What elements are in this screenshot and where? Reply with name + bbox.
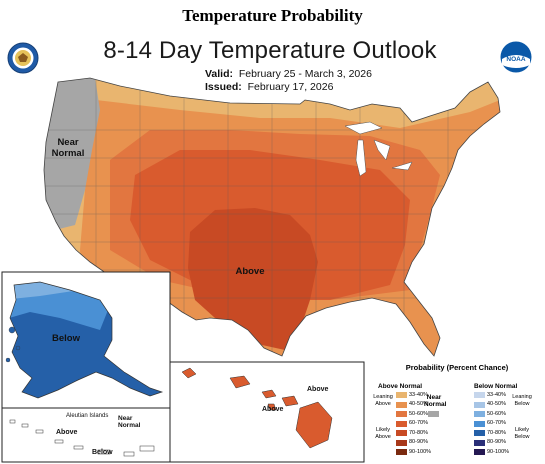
legend-above-label-3: 60-70% <box>409 420 428 426</box>
legend-above-swatch-6 <box>396 449 407 455</box>
legend-below-label-0: 33-40% <box>487 391 506 398</box>
aleutian-islands-label: Aleutian Islands <box>66 413 109 419</box>
legend-below-label-1: 40-50% <box>487 401 506 407</box>
legend-below-swatch-5 <box>474 439 485 446</box>
legend-above-swatch-1 <box>396 401 407 408</box>
legend-below-swatch-6 <box>474 449 485 455</box>
legend-below-label-2: 50-60% <box>487 410 506 417</box>
below-aleutians-label: Below <box>92 449 113 456</box>
legend-above-header: Above Normal <box>378 383 423 390</box>
legend-likely-above: Likely Above <box>375 427 391 440</box>
legend: Probability (Percent Chance) Above Norma… <box>372 363 542 461</box>
legend-below-swatch-2 <box>474 411 485 417</box>
issued-line: Issued: February 17, 2026 <box>205 81 333 93</box>
valid-dates: February 25 - March 3, 2026 <box>238 68 372 80</box>
above-hawaii-label-1: Above <box>307 386 329 393</box>
legend-below-header: Below Normal <box>474 383 518 390</box>
alaska-inset <box>1 271 171 409</box>
below-alaska-label: Below <box>52 333 80 344</box>
near-normal-conus-label: Near Normal <box>51 137 85 159</box>
map-title: 8-14 Day Temperature Outlook <box>103 37 437 64</box>
legend-above-swatch-2 <box>396 411 407 417</box>
legend-above-swatch-3 <box>396 420 407 427</box>
legend-near-swatch <box>428 411 439 417</box>
legend-below-swatch-1 <box>474 401 485 408</box>
legend-above-label-0: 33-40% <box>409 391 428 398</box>
legend-below-label-5: 80-90% <box>487 439 506 445</box>
page-heading: Temperature Probability <box>182 6 363 25</box>
legend-below-label-3: 60-70% <box>487 420 506 426</box>
issued-date: February 17, 2026 <box>247 81 334 93</box>
legend-above-swatch-4 <box>396 430 407 436</box>
legend-near-header: Near Normal <box>424 394 447 408</box>
legend-below-swatch-3 <box>474 420 485 427</box>
above-conus-label: Above <box>235 266 265 277</box>
valid-label: Valid: <box>205 68 234 80</box>
noaa-logo-icon: NOAA <box>500 41 532 73</box>
above-aleutians-label: Above <box>56 429 78 436</box>
legend-above-swatch-5 <box>396 439 407 446</box>
legend-above-label-5: 80-90% <box>409 439 428 445</box>
legend-above-swatch-0 <box>396 392 407 398</box>
aleutian-inset <box>1 407 171 463</box>
issued-label: Issued: <box>205 81 242 93</box>
legend-above-label-2: 50-60% <box>409 410 428 417</box>
legend-leaning-below: Leaning Below <box>512 394 532 407</box>
legend-below-label-4: 70-80% <box>487 429 506 436</box>
valid-line: Valid: February 25 - March 3, 2026 <box>205 68 372 80</box>
legend-likely-below: Likely Below <box>514 427 530 440</box>
near-normal-aleutians-label: Near Normal <box>118 415 141 429</box>
legend-below-label-6: 90-100% <box>487 448 510 455</box>
legend-above-label-4: 70-80% <box>409 429 428 436</box>
doc-seal-icon <box>7 42 39 74</box>
great-lakes <box>344 121 413 177</box>
legend-above-label-1: 40-50% <box>409 401 428 407</box>
legend-title: Probability (Percent Chance) <box>405 363 509 372</box>
legend-above-label-6: 90-100% <box>409 448 432 455</box>
above-hawaii-label-2: Above <box>262 406 284 413</box>
hawaii-inset <box>169 361 365 463</box>
legend-below-swatch-0 <box>474 392 485 398</box>
legend-leaning-above: Leaning Above <box>373 394 393 407</box>
legend-below-swatch-4 <box>474 430 485 436</box>
svg-text:NOAA: NOAA <box>506 56 525 63</box>
